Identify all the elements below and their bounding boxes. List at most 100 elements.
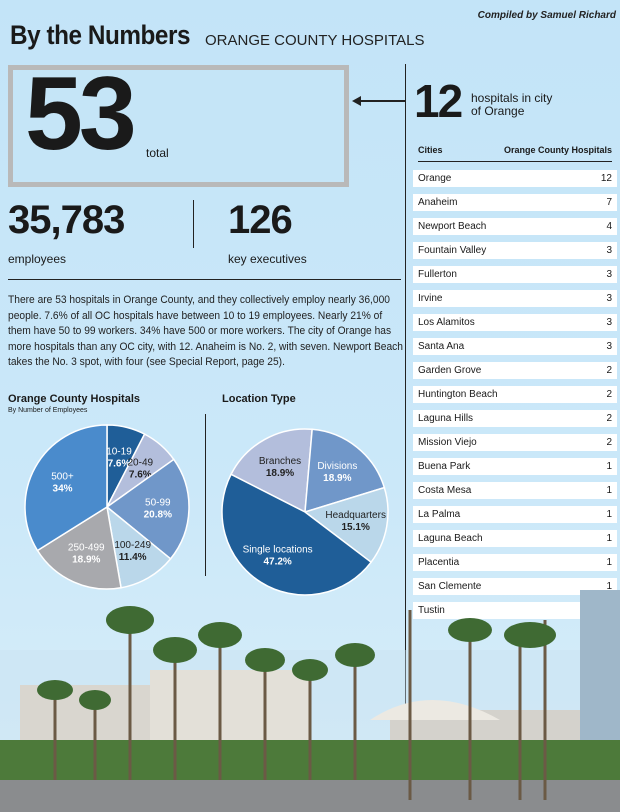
hospital-count: 1: [606, 533, 612, 544]
orange-count-label: hospitals in city of Orange: [471, 92, 552, 118]
city-name: Huntington Beach: [418, 389, 498, 400]
hospital-count: 1: [606, 581, 612, 592]
pie-label-text: 50-99: [145, 498, 171, 509]
city-name: Laguna Beach: [418, 533, 483, 544]
total-box: [8, 65, 349, 187]
pie-label-text: 10-19: [106, 447, 132, 458]
table-row: Huntington Beach 2: [413, 386, 617, 403]
table-row: Placentia 1: [413, 554, 617, 571]
city-name: Newport Beach: [418, 221, 487, 232]
cities-table: Orange 12 Anaheim 7 Newport Beach 4 Fountain V…: [413, 170, 617, 626]
pie-slice-branches: [230, 428, 313, 514]
hospital-count: 4: [606, 221, 612, 232]
pie-label-text: 20-49: [128, 458, 154, 469]
table-row: Mission Viejo 2: [413, 434, 617, 451]
pie-value-text: 15.1%: [341, 522, 369, 533]
hospital-count: 12: [600, 173, 612, 184]
hospital-count: 7: [606, 197, 612, 208]
city-name: Costa Mesa: [418, 485, 472, 496]
hospital-count: 3: [606, 269, 612, 280]
city-name: Fullerton: [418, 269, 457, 280]
table-row: San Clemente 1: [413, 578, 617, 595]
arrow-line: [355, 100, 405, 102]
hospital-count: 3: [606, 317, 612, 328]
pie-value-text: 11.4%: [119, 552, 147, 563]
pie-label-text: Branches: [259, 456, 301, 467]
hospital-count: 2: [606, 437, 612, 448]
header-cities: Cities: [418, 145, 443, 155]
pie1-title: Orange County Hospitals: [8, 393, 141, 405]
pie-slice-50-99: [105, 458, 190, 560]
pie-slice-500-: [24, 424, 108, 552]
executives-value: 126: [228, 198, 293, 242]
city-name: Anaheim: [418, 197, 458, 208]
hospital-count: 2: [606, 365, 612, 376]
table-row: Anaheim 7: [413, 194, 617, 211]
executives-label: key executives: [228, 252, 307, 266]
table-row: Laguna Beach 1: [413, 530, 617, 547]
city-name: La Palma: [418, 509, 461, 520]
pie-label-text: 250-499: [68, 542, 105, 553]
pie-value-text: 18.9%: [266, 468, 294, 479]
pie-charts: 10-197.6%20-497.6%50-9920.8%100-24911.4%…: [24, 424, 389, 596]
total-value: 53: [25, 56, 137, 172]
table-header: Cities Orange County Hospitals: [418, 145, 612, 155]
pie-slice-250-499: [36, 505, 122, 590]
hospital-count: 1: [606, 485, 612, 496]
table-row: Fountain Valley 3: [413, 242, 617, 259]
pie-value-text: 47.2%: [263, 557, 291, 568]
pie-label-text: 500+: [51, 471, 74, 482]
pie-value-text: 34%: [53, 483, 73, 494]
divider: [193, 200, 194, 248]
divider: [405, 64, 406, 812]
table-row: Costa Mesa 1: [413, 482, 617, 499]
city-name: Laguna Hills: [418, 413, 474, 424]
label-line: of Orange: [471, 104, 525, 118]
summary-paragraph: There are 53 hospitals in Orange County,…: [8, 294, 404, 368]
total-label: total: [146, 146, 169, 160]
employees-label: employees: [8, 252, 67, 266]
hospital-count: 3: [606, 245, 612, 256]
table-row: Buena Park 1: [413, 458, 617, 475]
pie1-subtitle: By Number of Employees: [8, 407, 88, 414]
employees-value: 35,783: [8, 198, 125, 242]
page-subtitle: ORANGE COUNTY HOSPITALS: [205, 32, 425, 49]
city-name: Orange: [418, 173, 452, 184]
arrow-icon: [352, 96, 361, 106]
table-row: Newport Beach 4: [413, 218, 617, 235]
city-name: Santa Ana: [418, 341, 465, 352]
city-name: Garden Grove: [418, 365, 482, 376]
pie-value-text: 20.8%: [144, 510, 172, 521]
table-row: Laguna Hills 2: [413, 410, 617, 427]
city-name: Placentia: [418, 557, 460, 568]
city-name: Mission Viejo: [418, 437, 477, 448]
table-row: Los Alamitos 3: [413, 314, 617, 331]
page-title: By the Numbers: [10, 20, 191, 50]
pie-value-text: 7.6%: [108, 459, 131, 470]
label-line: hospitals in city: [471, 91, 553, 105]
hospital-count: 1: [606, 509, 612, 520]
city-name: Fountain Valley: [418, 245, 487, 256]
pie-slice-single-locations: [221, 473, 373, 596]
hospital-count: 3: [606, 293, 612, 304]
table-row: Orange 12: [413, 170, 617, 187]
credit-line: Compiled by Samuel Richard: [477, 10, 616, 21]
hospital-count: 2: [606, 413, 612, 424]
city-name: Los Alamitos: [418, 317, 475, 328]
pie-value-text: 18.9%: [323, 473, 351, 484]
hospital-count: 3: [606, 341, 612, 352]
hospital-count: 2: [606, 389, 612, 400]
pie-value-text: 18.9%: [72, 554, 100, 565]
orange-count: 12: [414, 75, 463, 127]
divider: [8, 279, 401, 280]
city-name: Irvine: [418, 293, 443, 304]
hospital-photo: [0, 590, 620, 812]
hospital-count: 1: [606, 461, 612, 472]
city-name: Buena Park: [418, 461, 471, 472]
pie2-title: Location Type: [222, 393, 296, 405]
city-name: San Clemente: [418, 581, 482, 592]
hospital-count: 1: [606, 557, 612, 568]
city-name: Tustin: [418, 605, 445, 616]
table-row: Santa Ana 3: [413, 338, 617, 355]
table-row: Garden Grove 2: [413, 362, 617, 379]
